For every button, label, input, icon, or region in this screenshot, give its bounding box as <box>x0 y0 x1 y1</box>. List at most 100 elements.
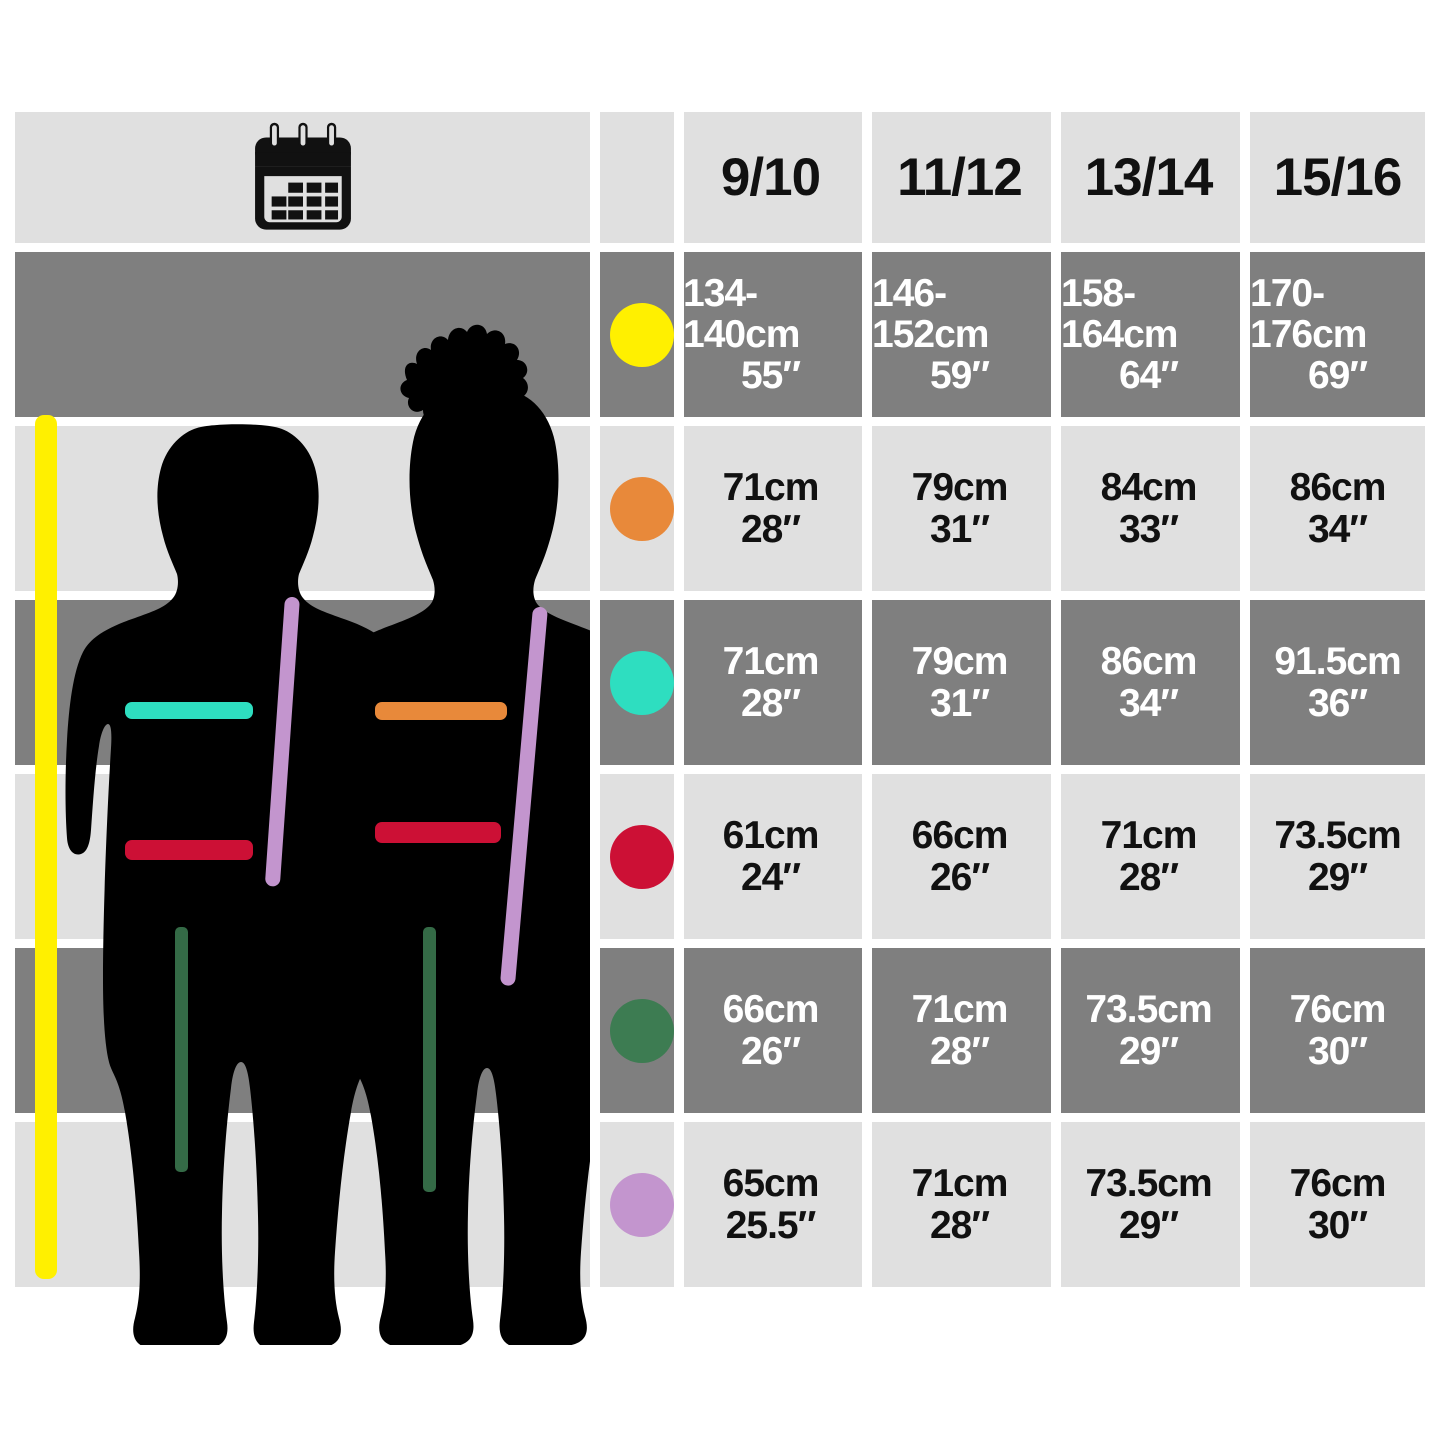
value-inch: 28″ <box>1118 855 1179 899</box>
calendar-icon <box>254 122 351 230</box>
boy-silhouette <box>65 424 411 1345</box>
value-cm: 79cm <box>911 640 1009 684</box>
value-cm: 146-152cm <box>872 271 989 356</box>
value-cm: 84cm <box>1100 466 1198 510</box>
value-cm: 71cm <box>722 640 820 684</box>
size-header-1[interactable]: 11/12 <box>897 148 1023 207</box>
cell-chest-11-12: 79cm 31″ <box>872 600 1047 765</box>
value-inch: 64″ <box>1118 354 1179 398</box>
value-inch: 31″ <box>929 507 990 551</box>
cell-waist-9-10: 61cm 24″ <box>683 774 858 939</box>
value-cm: 86cm <box>1100 640 1198 684</box>
value-inch: 26″ <box>740 1029 801 1073</box>
inseam-line-boy <box>175 927 188 1172</box>
cell-inseam-15-16: 76cm 30″ <box>1250 948 1425 1113</box>
figures-illustration <box>15 112 590 1345</box>
value-inch: 30″ <box>1307 1029 1368 1073</box>
dot-cell-bust <box>600 426 684 591</box>
cell-height-15-16: 170-176cm 69″ <box>1250 252 1425 417</box>
column-separator-3 <box>1051 112 1061 1345</box>
value-cm: 65cm <box>722 1162 820 1206</box>
column-separator-4 <box>1240 112 1250 1345</box>
cell-inseam-13-14: 73.5cm 29″ <box>1061 948 1236 1113</box>
row-band-sleeve <box>15 1122 1425 1287</box>
value-cm: 158-164cm <box>1061 271 1178 356</box>
girl-silhouette <box>311 324 590 1345</box>
cell-sleeve-9-10: 65cm 25.5″ <box>683 1122 858 1287</box>
waist-dot-icon <box>610 824 674 889</box>
value-inch: 29″ <box>1118 1029 1179 1073</box>
waist-line-boy <box>125 840 253 860</box>
value-cm: 86cm <box>1289 466 1387 510</box>
sleeve-dot-icon <box>610 1172 674 1237</box>
cell-bust-11-12: 79cm 31″ <box>872 426 1047 591</box>
value-inch: 28″ <box>740 681 801 725</box>
cell-bust-15-16: 86cm 34″ <box>1250 426 1425 591</box>
cell-chest-9-10: 71cm 28″ <box>683 600 858 765</box>
value-inch: 69″ <box>1307 354 1368 398</box>
value-cm: 71cm <box>911 1162 1009 1206</box>
cell-height-9-10: 134-140cm 55″ <box>683 252 858 417</box>
dot-cell-inseam <box>600 948 684 1113</box>
bust-line-girl <box>375 702 507 720</box>
dot-cell-chest <box>600 600 684 765</box>
column-separator-1 <box>674 112 684 1345</box>
value-cm: 91.5cm <box>1274 640 1401 684</box>
value-cm: 66cm <box>911 814 1009 858</box>
row-band-height <box>15 252 1425 417</box>
dot-cell-height <box>600 252 684 417</box>
value-inch: 55″ <box>740 354 801 398</box>
value-inch: 25.5″ <box>725 1203 817 1247</box>
cell-sleeve-15-16: 76cm 30″ <box>1250 1122 1425 1287</box>
value-inch: 36″ <box>1307 681 1368 725</box>
chest-dot-icon <box>610 650 674 715</box>
size-header-3[interactable]: 15/16 <box>1273 148 1403 207</box>
waist-line-girl <box>375 822 501 843</box>
dot-cell-waist <box>600 774 684 939</box>
value-inch: 33″ <box>1118 507 1179 551</box>
value-inch: 28″ <box>929 1029 990 1073</box>
cell-inseam-9-10: 66cm 26″ <box>683 948 858 1113</box>
value-inch: 24″ <box>740 855 801 899</box>
value-cm: 71cm <box>722 466 820 510</box>
value-cm: 73.5cm <box>1085 988 1212 1032</box>
value-inch: 31″ <box>929 681 990 725</box>
value-inch: 29″ <box>1307 855 1368 899</box>
value-cm: 76cm <box>1289 988 1387 1032</box>
value-cm: 73.5cm <box>1085 1162 1212 1206</box>
value-cm: 71cm <box>1100 814 1198 858</box>
value-cm: 76cm <box>1289 1162 1387 1206</box>
height-dot-icon <box>610 302 674 367</box>
column-separator-2 <box>862 112 872 1345</box>
header-band <box>15 112 1425 243</box>
size-header-0[interactable]: 9/10 <box>720 148 821 207</box>
cell-height-11-12: 146-152cm 59″ <box>872 252 1047 417</box>
value-cm: 134-140cm <box>683 271 800 356</box>
size-header-2[interactable]: 13/14 <box>1084 148 1214 207</box>
dot-cell-sleeve <box>600 1122 684 1287</box>
value-cm: 71cm <box>911 988 1009 1032</box>
cell-sleeve-13-14: 73.5cm 29″ <box>1061 1122 1236 1287</box>
silhouettes-svg <box>65 324 590 1345</box>
value-inch: 34″ <box>1118 681 1179 725</box>
value-inch: 29″ <box>1118 1203 1179 1247</box>
cell-inseam-11-12: 71cm 28″ <box>872 948 1047 1113</box>
cell-sleeve-11-12: 71cm 28″ <box>872 1122 1047 1287</box>
cell-waist-11-12: 66cm 26″ <box>872 774 1047 939</box>
value-cm: 73.5cm <box>1274 814 1401 858</box>
cell-height-13-14: 158-164cm 64″ <box>1061 252 1236 417</box>
cell-waist-15-16: 73.5cm 29″ <box>1250 774 1425 939</box>
value-inch: 59″ <box>929 354 990 398</box>
column-separator-0 <box>590 112 600 1345</box>
inseam-dot-icon <box>610 998 674 1063</box>
value-cm: 61cm <box>722 814 820 858</box>
value-inch: 30″ <box>1307 1203 1368 1247</box>
value-cm: 170-176cm <box>1250 271 1367 356</box>
cell-bust-9-10: 71cm 28″ <box>683 426 858 591</box>
chest-line-boy <box>125 702 253 719</box>
bust-dot-icon <box>610 476 674 541</box>
cell-chest-13-14: 86cm 34″ <box>1061 600 1236 765</box>
value-cm: 66cm <box>722 988 820 1032</box>
age-header-cell <box>15 112 590 243</box>
